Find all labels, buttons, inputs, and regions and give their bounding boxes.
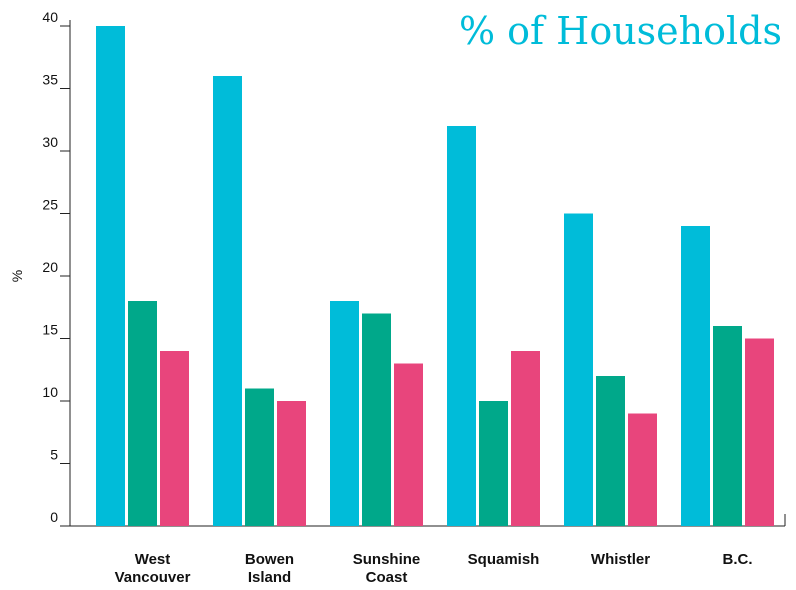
- x-tick-label: Whistler: [591, 551, 650, 568]
- chart-title: % of Households: [459, 9, 782, 53]
- bar: [330, 301, 359, 526]
- y-tick-label: 35: [42, 72, 58, 88]
- bar: [713, 326, 742, 526]
- bar: [277, 401, 306, 526]
- bar: [745, 338, 774, 526]
- y-tick-label: 20: [42, 259, 58, 275]
- bar: [628, 413, 657, 526]
- y-tick-label: 0: [50, 509, 58, 525]
- bar: [564, 213, 593, 526]
- bar: [362, 313, 391, 526]
- x-tick-label: West Vancouver: [115, 551, 191, 586]
- bar: [596, 376, 625, 526]
- bar: [245, 388, 274, 526]
- x-tick-label: B.C.: [723, 551, 753, 568]
- bar: [160, 351, 189, 526]
- bar: [213, 76, 242, 526]
- bar: [681, 226, 710, 526]
- x-tick-label: Sunshine Coast: [353, 551, 421, 586]
- bar: [394, 363, 423, 526]
- y-axis-label: %: [9, 270, 25, 282]
- y-tick-label: 30: [42, 134, 58, 150]
- y-tick-label: 25: [42, 197, 58, 213]
- bar: [96, 26, 125, 526]
- y-tick-label: 5: [50, 447, 58, 463]
- bar: [511, 351, 540, 526]
- bar: [128, 301, 157, 526]
- y-tick-label: 40: [42, 9, 58, 25]
- x-tick-label: Bowen Island: [245, 551, 294, 586]
- x-tick-label: Squamish: [468, 551, 540, 568]
- bar: [479, 401, 508, 526]
- bar: [447, 126, 476, 526]
- y-tick-label: 15: [42, 322, 58, 338]
- y-tick-label: 10: [42, 384, 58, 400]
